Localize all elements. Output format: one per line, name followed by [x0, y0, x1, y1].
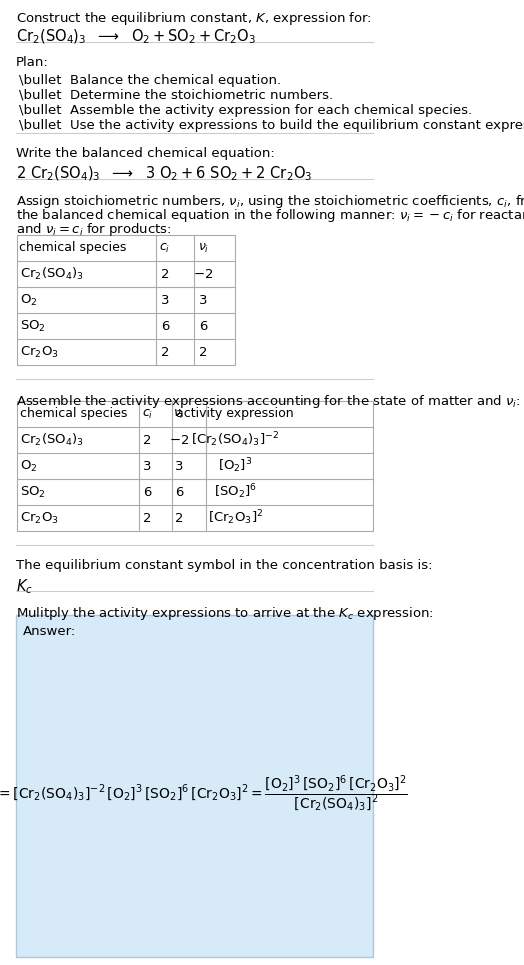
- Text: $\mathrm{O_2}$: $\mathrm{O_2}$: [20, 458, 38, 474]
- Text: 3: 3: [199, 293, 208, 307]
- Text: and $\nu_i = c_i$ for products:: and $\nu_i = c_i$ for products:: [16, 221, 172, 238]
- Text: 3: 3: [161, 293, 169, 307]
- Text: 3: 3: [143, 459, 151, 473]
- Text: \bullet  Balance the chemical equation.: \bullet Balance the chemical equation.: [19, 74, 281, 87]
- Text: $c_i$: $c_i$: [159, 241, 171, 255]
- Text: $[\mathrm{O_2}]^3$: $[\mathrm{O_2}]^3$: [218, 456, 253, 476]
- Text: $\mathrm{SO_2}$: $\mathrm{SO_2}$: [20, 318, 46, 334]
- Text: 2: 2: [143, 433, 151, 447]
- Text: Construct the equilibrium constant, $K$, expression for:: Construct the equilibrium constant, $K$,…: [16, 10, 372, 27]
- Text: Write the balanced chemical equation:: Write the balanced chemical equation:: [16, 147, 275, 160]
- Text: activity expression: activity expression: [177, 407, 294, 421]
- Text: \bullet  Use the activity expressions to build the equilibrium constant expressi: \bullet Use the activity expressions to …: [19, 119, 524, 132]
- Text: $\mathrm{SO_2}$: $\mathrm{SO_2}$: [20, 484, 46, 500]
- Text: $[\mathrm{SO_2}]^6$: $[\mathrm{SO_2}]^6$: [214, 482, 257, 502]
- Bar: [17, 235, 235, 365]
- Text: 6: 6: [175, 485, 183, 499]
- Text: $\nu_i$: $\nu_i$: [198, 241, 209, 255]
- Text: 3: 3: [175, 459, 183, 473]
- Text: Mulitply the activity expressions to arrive at the $K_c$ expression:: Mulitply the activity expressions to arr…: [16, 605, 434, 622]
- Text: Answer:: Answer:: [23, 625, 77, 638]
- Text: 6: 6: [161, 319, 169, 333]
- Text: $\nu_i$: $\nu_i$: [173, 407, 184, 421]
- Text: $c_i$: $c_i$: [142, 407, 153, 421]
- Text: $\mathrm{Cr_2(SO_4)_3}$: $\mathrm{Cr_2(SO_4)_3}$: [20, 432, 84, 448]
- Text: $2\ \mathrm{Cr_2(SO_4)_3}$  $\longrightarrow$  $3\ \mathrm{O_2} + 6\ \mathrm{SO_: $2\ \mathrm{Cr_2(SO_4)_3}$ $\longrightar…: [16, 165, 312, 183]
- Text: 2: 2: [143, 511, 151, 525]
- Text: 2: 2: [161, 267, 169, 281]
- Text: $-2$: $-2$: [169, 433, 189, 447]
- Text: $K_c$: $K_c$: [16, 577, 33, 595]
- Text: The equilibrium constant symbol in the concentration basis is:: The equilibrium constant symbol in the c…: [16, 559, 432, 572]
- Text: \bullet  Determine the stoichiometric numbers.: \bullet Determine the stoichiometric num…: [19, 89, 333, 102]
- Bar: [16, 615, 373, 957]
- Text: $[\mathrm{Cr_2(SO_4)_3}]^{-2}$: $[\mathrm{Cr_2(SO_4)_3}]^{-2}$: [191, 430, 279, 450]
- Text: 6: 6: [143, 485, 151, 499]
- Text: $\mathrm{Cr_2O_3}$: $\mathrm{Cr_2O_3}$: [20, 345, 59, 360]
- Text: Plan:: Plan:: [16, 56, 49, 69]
- Text: $\mathrm{Cr_2O_3}$: $\mathrm{Cr_2O_3}$: [20, 510, 59, 526]
- Text: 6: 6: [200, 319, 208, 333]
- Bar: [17, 401, 373, 531]
- Text: $K_c = [\mathrm{Cr_2(SO_4)_3}]^{-2}\,[\mathrm{O_2}]^3\,[\mathrm{SO_2}]^6\,[\math: $K_c = [\mathrm{Cr_2(SO_4)_3}]^{-2}\,[\m…: [0, 774, 408, 814]
- Text: $[\mathrm{Cr_2O_3}]^2$: $[\mathrm{Cr_2O_3}]^2$: [208, 509, 263, 527]
- Text: $\mathrm{Cr_2(SO_4)_3}$: $\mathrm{Cr_2(SO_4)_3}$: [20, 266, 84, 282]
- Text: 2: 2: [175, 511, 183, 525]
- Text: $-2$: $-2$: [193, 267, 214, 281]
- Text: Assemble the activity expressions accounting for the state of matter and $\nu_i$: Assemble the activity expressions accoun…: [16, 393, 521, 410]
- Text: 2: 2: [199, 345, 208, 359]
- Text: \bullet  Assemble the activity expression for each chemical species.: \bullet Assemble the activity expression…: [19, 104, 472, 117]
- Text: $\mathrm{Cr_2(SO_4)_3}$  $\longrightarrow$  $\mathrm{O_2 + SO_2 + Cr_2O_3}$: $\mathrm{Cr_2(SO_4)_3}$ $\longrightarrow…: [16, 28, 256, 46]
- Text: 2: 2: [161, 345, 169, 359]
- Text: chemical species: chemical species: [20, 407, 128, 421]
- Text: Assign stoichiometric numbers, $\nu_i$, using the stoichiometric coefficients, $: Assign stoichiometric numbers, $\nu_i$, …: [16, 193, 524, 210]
- Text: the balanced chemical equation in the following manner: $\nu_i = -c_i$ for react: the balanced chemical equation in the fo…: [16, 207, 524, 224]
- Text: chemical species: chemical species: [19, 241, 126, 255]
- Text: $\mathrm{O_2}$: $\mathrm{O_2}$: [20, 292, 38, 308]
